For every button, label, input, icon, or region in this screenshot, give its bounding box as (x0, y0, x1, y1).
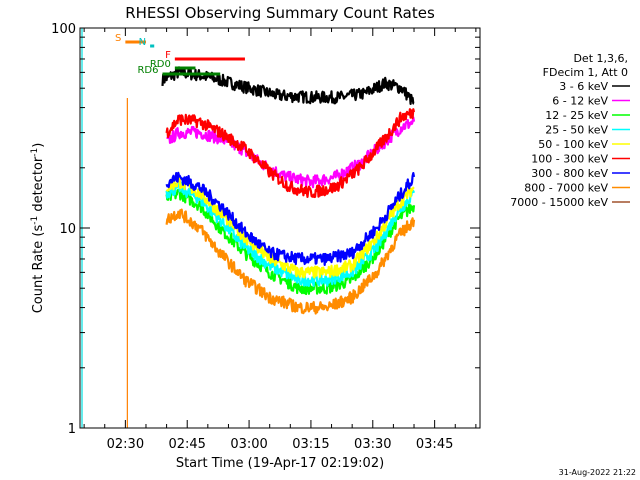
legend-label-2: 12 - 25 keV (545, 109, 608, 122)
flag-label-s: S (115, 33, 121, 44)
legend-label-7: 800 - 7000 keV (524, 182, 608, 195)
flag-label-n: N (139, 37, 146, 48)
legend-label-1: 6 - 12 keV (552, 95, 608, 108)
legend-label-0: 3 - 6 keV (559, 80, 608, 93)
timestamp: 31-Aug-2022 21:22 (559, 468, 636, 477)
flag-label-rd0: RD0 (150, 59, 171, 70)
x-tick-label-3: 03:15 (292, 437, 329, 452)
series-line-4 (165, 177, 415, 279)
legend-label-5: 100 - 300 keV (531, 153, 608, 166)
y-tick-label-2: 100 (51, 22, 76, 37)
series-line-6 (165, 171, 416, 266)
legend-label-3: 25 - 50 keV (545, 124, 608, 137)
series-line-3 (165, 180, 416, 287)
x-tick-label-2: 03:00 (230, 437, 267, 452)
legend-header-1: Det 1,3,6, (573, 52, 628, 65)
flag-label-rd6: RD6 (137, 65, 158, 76)
series-line-0 (161, 66, 415, 106)
y-axis-label: Count Rate (s-1 detector-1) (30, 143, 46, 314)
chart-title: RHESSI Observing Summary Count Rates (125, 4, 435, 22)
legend-label-6: 300 - 800 keV (531, 167, 608, 180)
flag-label-f: F (165, 50, 171, 61)
legend-label-4: 50 - 100 keV (538, 138, 608, 151)
x-axis-label: Start Time (19-Apr-17 02:19:02) (176, 456, 384, 471)
series-line-5 (165, 108, 416, 199)
y-tick-label-0: 1 (68, 422, 76, 437)
plot-frame (79, 27, 481, 429)
legend-header-2: FDecim 1, Att 0 (543, 66, 628, 79)
x-tick-label-1: 02:45 (168, 437, 205, 452)
series-line-7 (165, 208, 416, 315)
x-tick-label-5: 03:45 (416, 437, 453, 452)
x-tick-label-0: 02:30 (107, 437, 144, 452)
y-tick-label-1: 10 (59, 222, 76, 237)
x-tick-label-4: 03:30 (354, 437, 391, 452)
legend-label-8: 7000 - 15000 keV (510, 196, 608, 209)
axis-ticks: 02:30 02:45 03:00 03:15 03:30 03:45 1 10 100 (51, 22, 480, 452)
